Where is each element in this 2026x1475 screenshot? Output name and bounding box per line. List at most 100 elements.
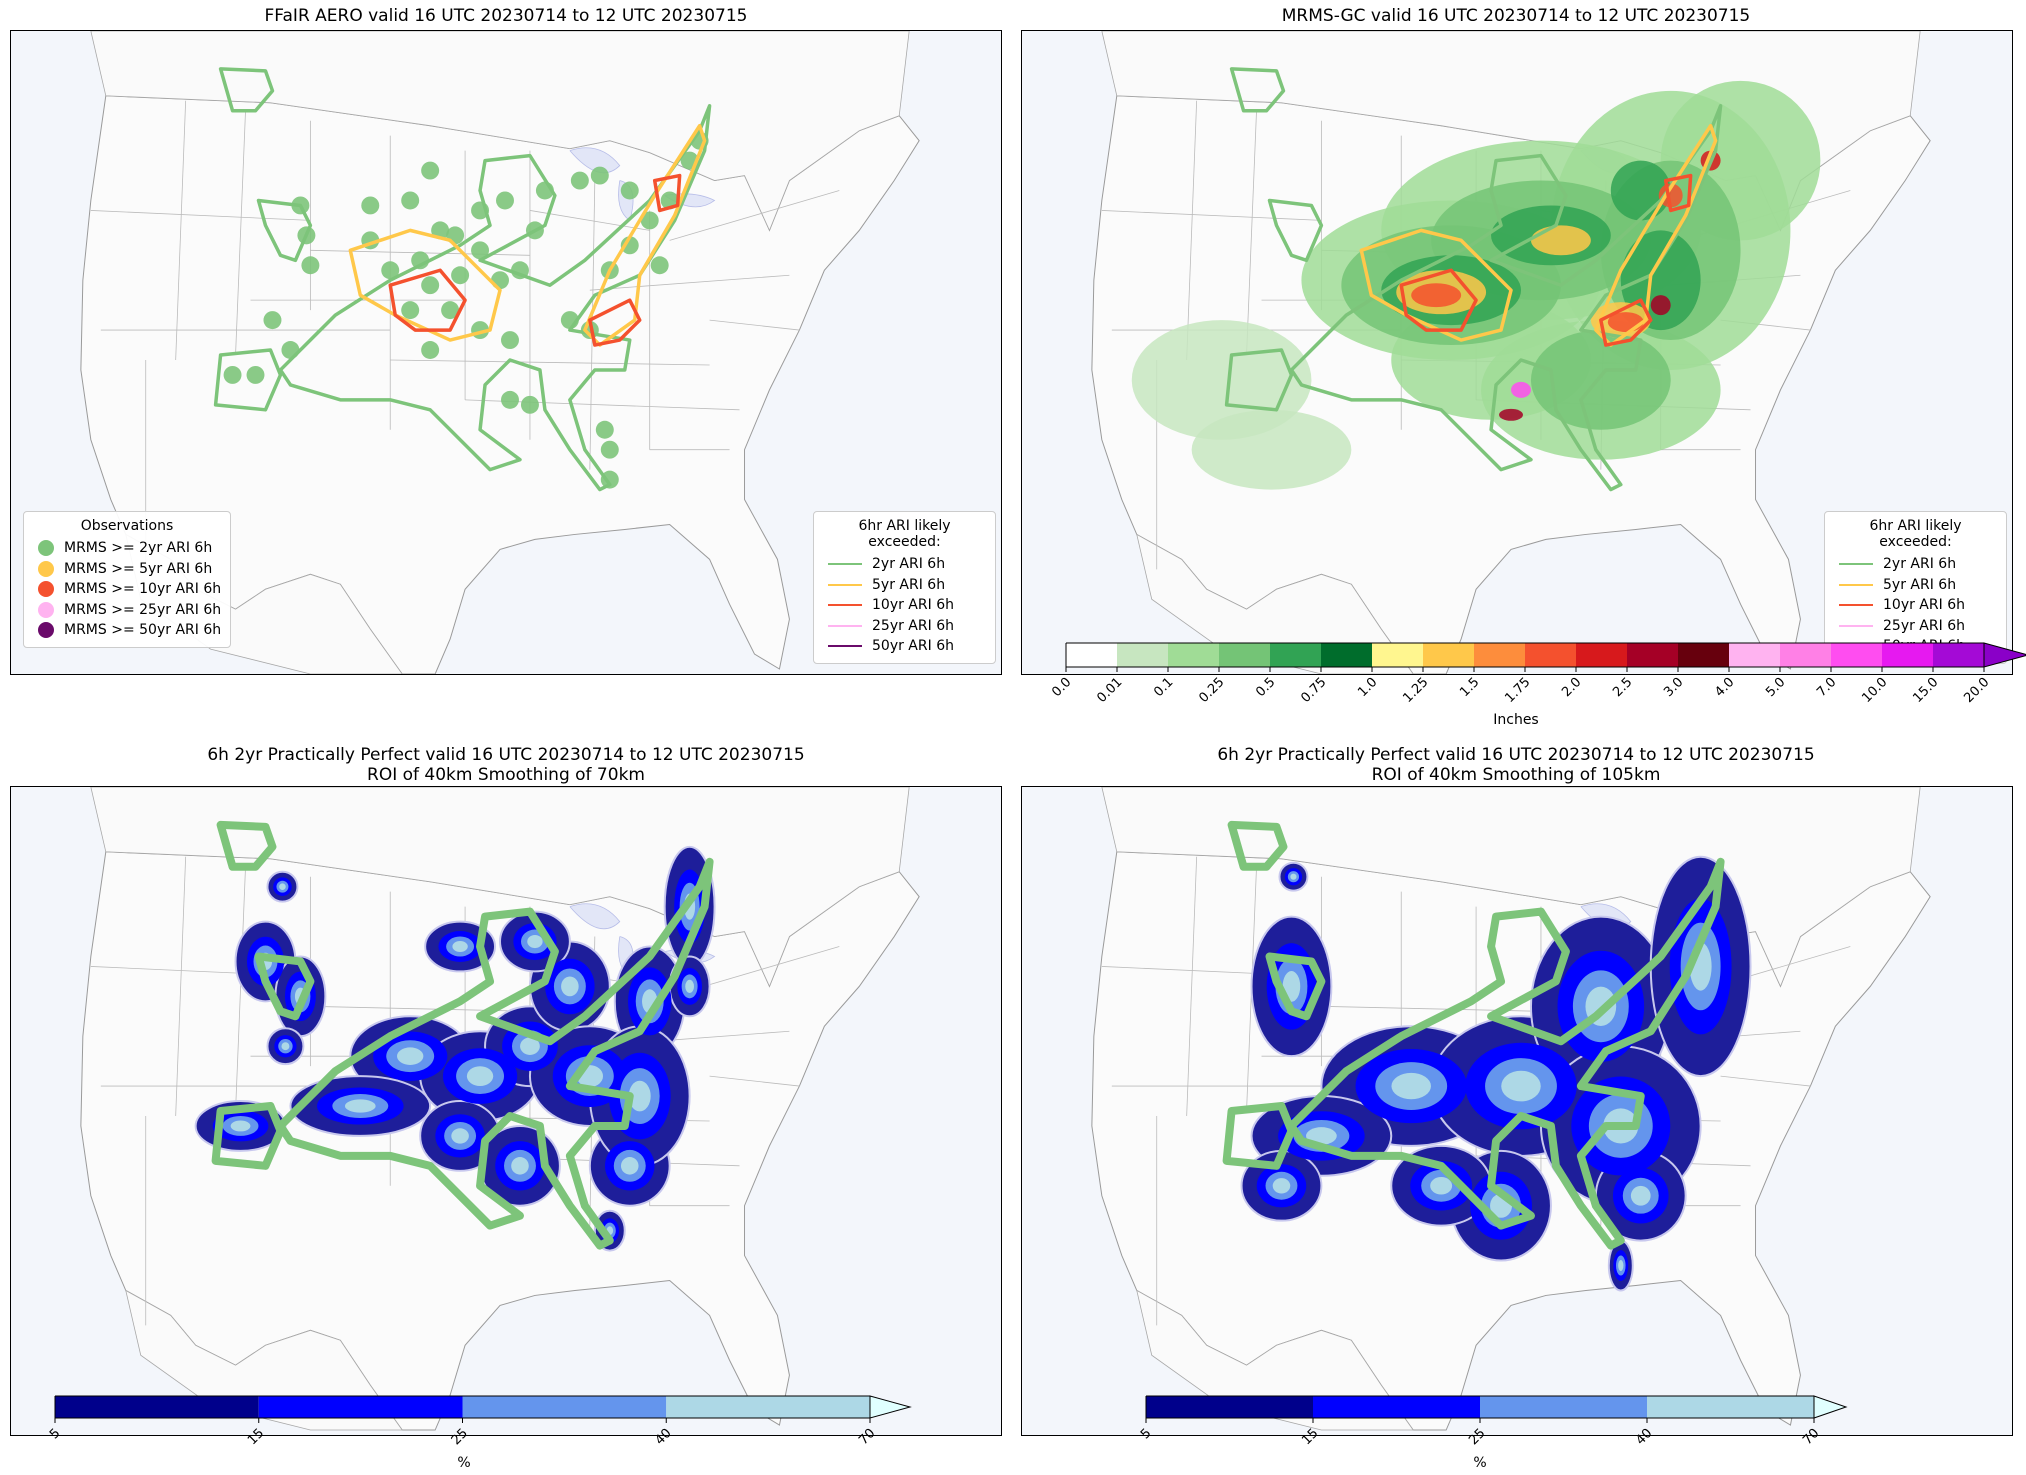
colorbar-segment xyxy=(1933,643,1984,667)
mrms-observation-dot xyxy=(451,266,470,285)
colorbar-segment xyxy=(1678,643,1729,667)
mrms-observation-dot xyxy=(590,166,609,185)
precip-blob xyxy=(1530,330,1671,430)
pp-contour xyxy=(628,1080,651,1112)
pp-contour xyxy=(511,1157,529,1175)
colorbar-segment xyxy=(1146,1396,1313,1418)
colorbar-tick-label: 1.75 xyxy=(1502,675,1533,706)
precip-field xyxy=(1131,80,1821,490)
colorbar-segment xyxy=(1313,1396,1480,1418)
mrms-observation-dot xyxy=(246,365,265,384)
colorbar-tick-label: 0.1 xyxy=(1151,675,1176,700)
legend-item: 50yr ARI 6h xyxy=(824,636,985,657)
colorbar-segment xyxy=(1525,643,1576,667)
legend-item: 10yr ARI 6h xyxy=(1835,595,1996,616)
panel-title-mrms: MRMS-GC valid 16 UTC 20230714 to 12 UTC … xyxy=(1281,6,1751,26)
mrms-observation-dot xyxy=(570,171,589,190)
panel-title-aero: FFaIR AERO valid 16 UTC 20230714 to 12 U… xyxy=(264,6,748,26)
colorbar-segment xyxy=(1474,643,1525,667)
mrms-observation-dot xyxy=(650,256,669,275)
pp-contour xyxy=(1630,1185,1651,1206)
pp-contour xyxy=(1501,1070,1541,1102)
colorbar-tick-label: 15.0 xyxy=(1910,675,1941,706)
legend-line xyxy=(828,624,862,627)
legend-label: MRMS >= 2yr ARI 6h xyxy=(64,540,213,557)
legend-label: MRMS >= 10yr ARI 6h xyxy=(64,581,222,598)
colorbar-extend xyxy=(869,1395,912,1419)
colorbar-tick-label: 15 xyxy=(245,1426,267,1448)
legend-line xyxy=(828,604,862,607)
pp-contour xyxy=(1430,1176,1453,1195)
colorbar-segment xyxy=(1117,643,1168,667)
colorbar-tick-label: 0.5 xyxy=(1253,675,1278,700)
panel-title-pp105: 6h 2yr Practically Perfect valid 16 UTC … xyxy=(1217,745,1815,785)
mrms-observation-dot xyxy=(281,341,300,359)
legend-marker xyxy=(38,601,54,618)
colorbar-segment xyxy=(1576,643,1627,667)
legend-label: MRMS >= 50yr ARI 6h xyxy=(64,622,222,639)
map-mrms xyxy=(1021,30,2013,675)
legend-line xyxy=(1839,624,1873,627)
pp-contour xyxy=(344,1099,376,1113)
pp-colorbar-label: % xyxy=(457,1455,471,1471)
pp-contour xyxy=(281,1042,290,1051)
mrms-observation-dot xyxy=(421,341,440,359)
colorbar-tick-label: 70 xyxy=(856,1426,878,1448)
mrms-observation-dot xyxy=(223,365,242,384)
colorbar-tick-label: 10.0 xyxy=(1859,675,1890,706)
map-aero xyxy=(10,30,1002,675)
colorbar-segment xyxy=(1780,643,1831,667)
pp-contour xyxy=(1306,1127,1337,1145)
pp-contour xyxy=(561,976,579,997)
precip-blob xyxy=(1658,183,1683,208)
colorbar-tick-label: 20.0 xyxy=(1961,675,1992,706)
colorbar-segment xyxy=(1627,643,1678,667)
mrms-observation-dot xyxy=(620,236,639,255)
precip-blob xyxy=(1650,295,1671,316)
legend-item: MRMS >= 5yr ARI 6h xyxy=(34,559,220,580)
mrms-observation-dot xyxy=(520,395,539,414)
pp-contour xyxy=(451,1128,469,1144)
colorbar-segment xyxy=(55,1396,259,1418)
colorbar-segment xyxy=(1423,643,1474,667)
pp-contour xyxy=(1391,1072,1431,1100)
legend-item: 25yr ARI 6h xyxy=(1835,616,1996,637)
mrms-observation-dot xyxy=(263,311,282,330)
pp-contour xyxy=(1290,873,1297,880)
legend-line xyxy=(828,563,862,566)
colorbar-tick-label: 0.25 xyxy=(1196,675,1227,706)
legend-line xyxy=(1839,563,1873,566)
legend-item: 25yr ARI 6h xyxy=(824,616,985,637)
pp-colorbar: 5 15 25 40 70 xyxy=(1138,1395,2026,1448)
aero-2yr-contour xyxy=(211,820,714,1250)
colorbar-tick-label: 15 xyxy=(1299,1426,1321,1448)
colorbar-tick-label: 0.01 xyxy=(1094,675,1125,706)
mrms-observation-dot xyxy=(471,241,490,260)
legend-item: 10yr ARI 6h xyxy=(824,595,985,616)
mrms-observation-dot xyxy=(381,261,400,280)
legend-item: 2yr ARI 6h xyxy=(824,554,985,575)
pp-contour xyxy=(520,1037,540,1055)
colorbar-tick-label: 25 xyxy=(449,1426,471,1448)
precip-blob xyxy=(1620,230,1701,331)
pp-colorbar: 5 15 25 40 70 xyxy=(47,1395,935,1448)
colorbar-segment xyxy=(1372,643,1423,667)
colorbar-tick-label: 5.0 xyxy=(1763,675,1788,700)
legend-title: 6hr ARI likely exceeded: xyxy=(1869,518,1962,550)
legend-label: MRMS >= 5yr ARI 6h xyxy=(64,560,213,577)
legend-title: Observations xyxy=(80,518,174,534)
colorbar-tick-label: 5 xyxy=(47,1426,63,1442)
legend-item: MRMS >= 10yr ARI 6h xyxy=(34,579,222,600)
legend-line xyxy=(1839,604,1873,607)
precip-blob xyxy=(1511,381,1531,398)
panel-title-pp70: 6h 2yr Practically Perfect valid 16 UTC … xyxy=(207,745,805,785)
mrms-observation-dot xyxy=(640,211,659,230)
legend-label: 10yr ARI 6h xyxy=(1883,597,1965,614)
mrms-dots xyxy=(223,131,709,489)
colorbar-segment xyxy=(1321,643,1372,667)
colorbar-tick-label: 3.0 xyxy=(1661,675,1686,700)
mrms-observation-dot xyxy=(421,276,440,295)
mrms-observation-dot xyxy=(501,390,519,409)
colorbar-tick-label: 1.25 xyxy=(1400,675,1431,706)
colorbar-segment xyxy=(666,1396,870,1418)
